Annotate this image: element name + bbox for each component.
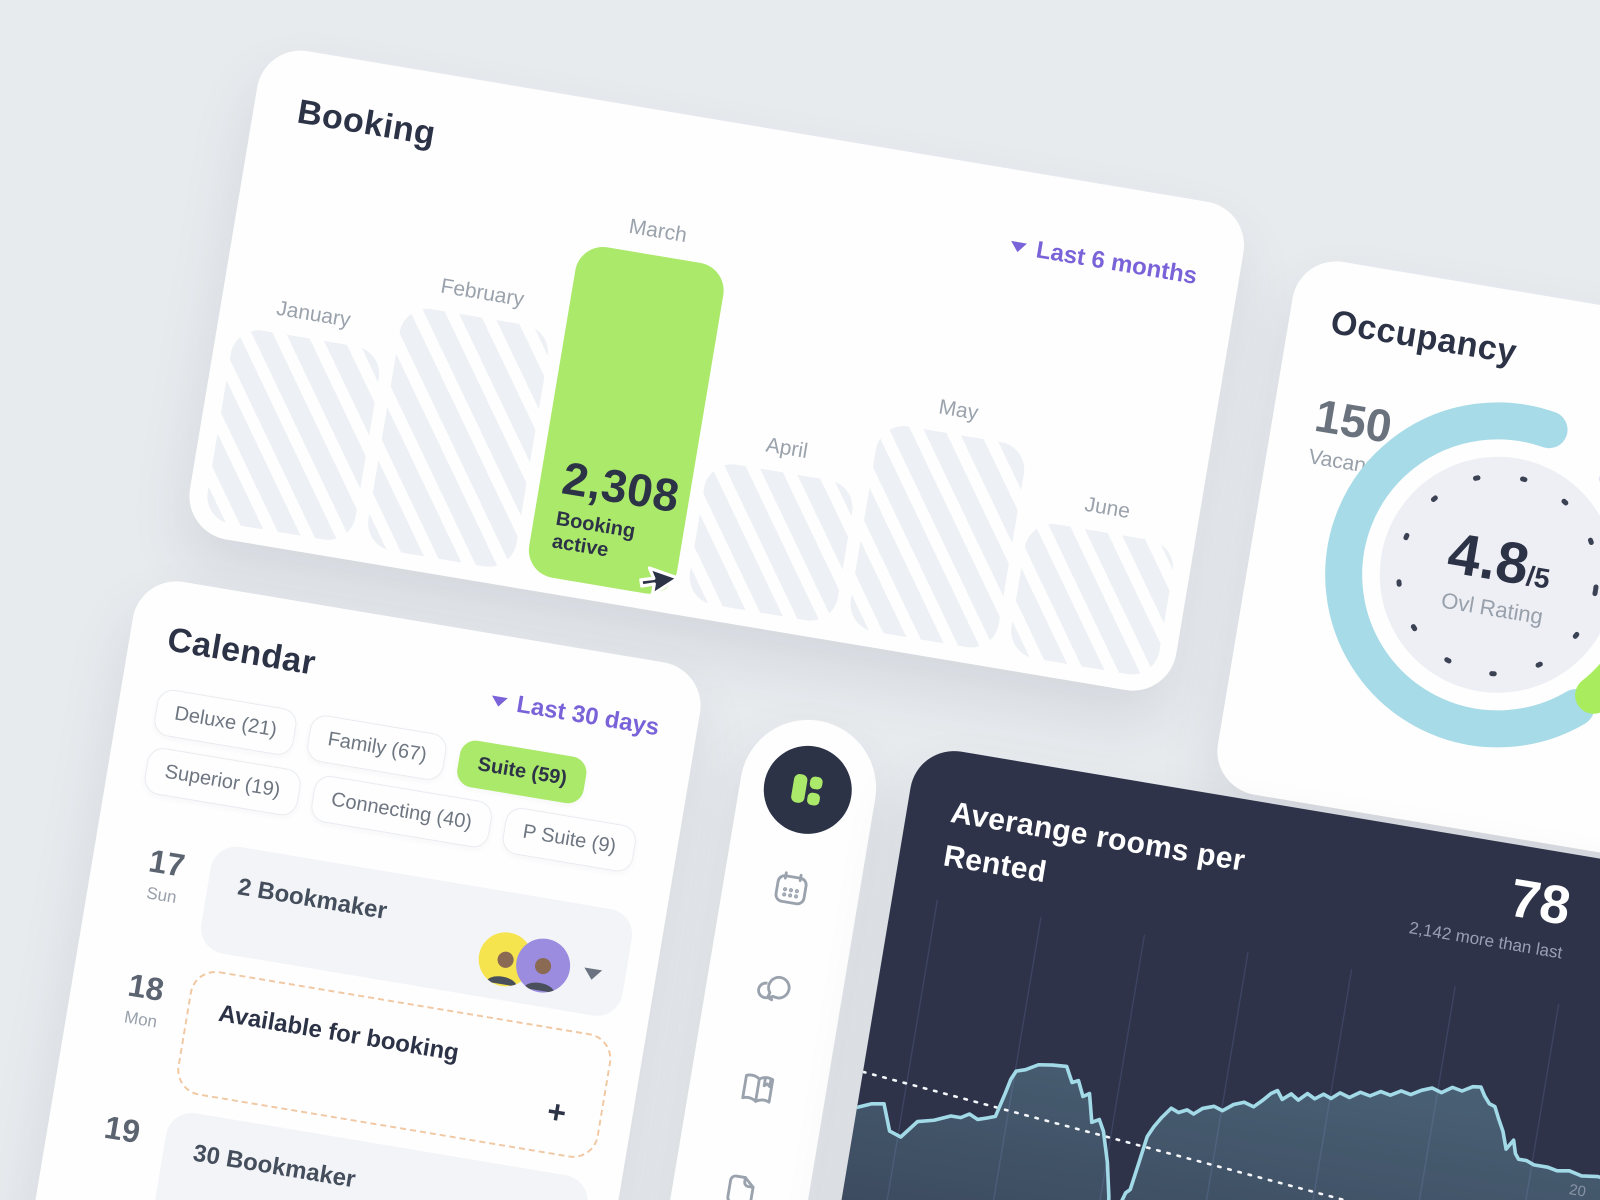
chevron-down-icon <box>490 695 508 708</box>
sidebar-nav <box>636 709 887 1200</box>
calendar-range-dropdown[interactable]: Last 30 days <box>489 687 661 743</box>
bar-month-label: February <box>438 274 526 312</box>
room-filter-chip[interactable]: P Suite (9) <box>500 805 639 874</box>
active-bar-march[interactable]: 2,308 Booking active <box>524 242 728 598</box>
rating-value: 4.8 <box>1443 520 1534 598</box>
bar-column-february: February <box>363 269 558 572</box>
rooms-rented-card: Averange rooms per Rented 78 2,142 more … <box>815 744 1600 1200</box>
booking-card: Booking Last 6 months January February Mar… <box>182 43 1251 698</box>
bar-column-january: January <box>203 291 389 545</box>
calendar-range-label: Last 30 days <box>514 690 662 742</box>
rating-max: /5 <box>1524 560 1553 595</box>
available-slot-label: Available for booking <box>216 999 461 1067</box>
day-date: 19 <box>59 1095 171 1200</box>
chart-area-fill <box>815 1064 1600 1200</box>
file-icon[interactable] <box>718 1167 764 1200</box>
chart-dotted-trendline <box>861 1070 1600 1200</box>
room-filter-chip[interactable]: Family (67) <box>305 713 450 783</box>
bar-april[interactable] <box>685 460 857 625</box>
booking-entry-label: 30 Bookmaker <box>191 1139 358 1194</box>
active-bar-metric: 2,308 Booking active <box>550 451 693 575</box>
calendar-title: Calendar <box>164 620 319 683</box>
rooms-metric: 78 2,142 more than last <box>1265 827 1575 963</box>
chat-icon[interactable] <box>751 966 797 1012</box>
bar-column-march: March 2,308 Booking active <box>524 207 734 598</box>
bar-february[interactable] <box>363 304 553 572</box>
occupancy-gauge <box>1325 402 1600 748</box>
bar-column-june: June <box>1006 484 1183 679</box>
avatar <box>512 934 575 997</box>
gauge-tick-ring <box>1396 473 1600 677</box>
bar-column-april: April <box>685 425 862 625</box>
occupancy-card: Occupancy 150 Vacant 4.8/5 Ovl Rating <box>1210 254 1600 864</box>
bar-may[interactable] <box>846 421 1029 652</box>
bar-month-label: March <box>627 214 689 248</box>
booker-avatars[interactable] <box>474 928 605 1002</box>
gauge-arc-green <box>1575 615 1600 714</box>
bar-month-label: January <box>274 296 353 332</box>
bar-january[interactable] <box>203 326 384 545</box>
chevron-down-icon[interactable] <box>582 966 603 981</box>
booking-entry[interactable]: 2 Bookmaker <box>197 842 637 1020</box>
bar-month-label: June <box>1083 492 1132 524</box>
bar-month-label: May <box>937 395 980 425</box>
day-date: 17 Sun <box>110 828 215 949</box>
avatar <box>474 928 537 991</box>
calendar-day-list: 17 Sun 2 Bookmaker 18 Mon Availabl <box>56 828 637 1200</box>
add-booking-button[interactable]: + <box>544 1092 570 1132</box>
cursor-icon <box>639 566 680 597</box>
calendar-card: Calendar Last 30 days Deluxe (21) Family … <box>21 574 708 1200</box>
room-filter-chip[interactable]: Superior (19) <box>142 745 303 818</box>
room-filter-chip[interactable]: Suite (59) <box>455 738 590 806</box>
day-number: 19 <box>101 1108 143 1151</box>
rooms-line-chart: 20 <box>815 899 1600 1200</box>
logo-glyph-icon <box>791 774 823 806</box>
booking-bar-chart: January February March 2,308 Booking active A… <box>203 47 1233 679</box>
calendar-icon[interactable] <box>768 865 814 911</box>
room-filter-chip[interactable]: Deluxe (21) <box>152 687 300 758</box>
book-icon[interactable] <box>735 1067 781 1113</box>
day-row-17: 17 Sun 2 Bookmaker <box>110 828 637 1020</box>
bar-column-may: May <box>846 386 1034 652</box>
bar-june[interactable] <box>1006 519 1178 679</box>
booking-entry-label: 2 Bookmaker <box>235 873 389 925</box>
bar-month-label: April <box>764 433 810 464</box>
app-logo[interactable] <box>757 739 859 841</box>
gauge-arc-cyan <box>1325 402 1595 748</box>
x-axis-label: 20 <box>1568 1181 1587 1200</box>
chart-series-line <box>855 1062 1600 1200</box>
